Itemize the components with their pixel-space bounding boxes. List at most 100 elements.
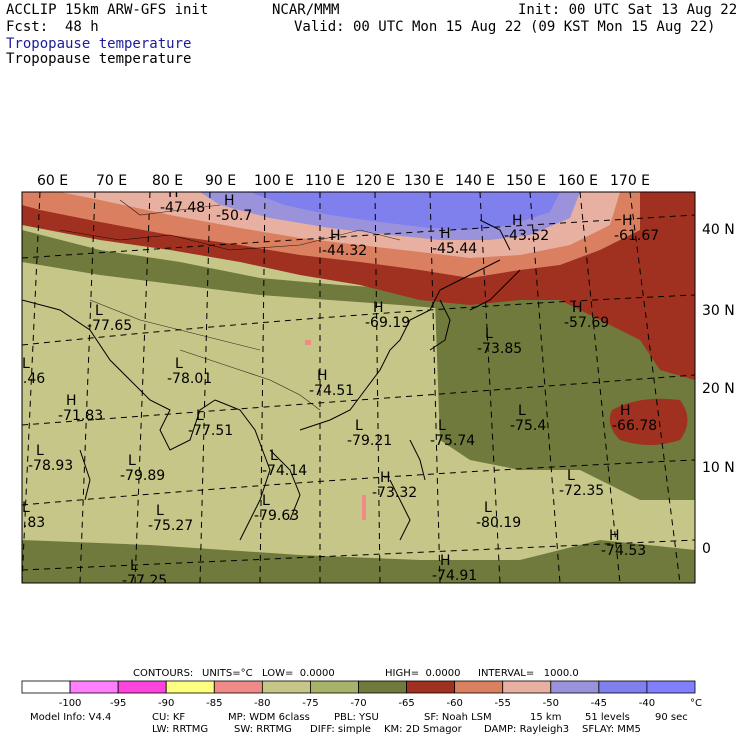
colorbar-swatch xyxy=(21,680,71,694)
extremum-value: -47.48 xyxy=(160,200,205,216)
borders xyxy=(59,199,401,411)
colorbar-swatch xyxy=(598,680,648,694)
colorbar-tick-label: -40 xyxy=(639,698,655,709)
colorbar-swatch xyxy=(550,680,600,694)
colorbar-swatch xyxy=(406,680,456,694)
extremum-value: -66.78 xyxy=(612,418,657,434)
colorbar-swatch xyxy=(358,680,407,694)
extremum-value: -45.44 xyxy=(432,241,477,257)
extremum-value: -75.4 xyxy=(510,418,546,434)
extremum-value: -44.32 xyxy=(322,243,367,259)
colorbar-tick-label: -85 xyxy=(206,698,222,709)
extremum-marker: L xyxy=(262,493,270,509)
colorbar-swatch xyxy=(261,680,311,694)
longitude-label: 100 E xyxy=(254,173,294,189)
extremum-marker: L xyxy=(130,558,138,574)
extremum-marker: L xyxy=(196,408,204,424)
extremum-value: -61.67 xyxy=(614,228,659,244)
extremum-marker: L xyxy=(518,403,526,419)
diff-scheme: DIFF: simple xyxy=(310,724,371,735)
longitude-label: 110 E xyxy=(305,173,345,189)
colorbar-tick-label: -45 xyxy=(591,698,607,709)
colorbar-tick-label: -50 xyxy=(543,698,559,709)
longitude-label: 150 E xyxy=(506,173,546,189)
colorbar-tick-label: -75 xyxy=(302,698,318,709)
field-pink-spot xyxy=(362,495,366,520)
extremum-marker: H xyxy=(440,226,451,242)
extremum-value: -77.51 xyxy=(188,423,233,439)
forecast-hour: Fcst: 48 h xyxy=(6,19,99,35)
damp-scheme: DAMP: Rayleigh3 xyxy=(484,724,570,735)
colorbar-swatch xyxy=(646,680,696,694)
extremum-marker: L xyxy=(36,443,44,459)
longitude-label: 120 E xyxy=(355,173,395,189)
extremum-value: -73.32 xyxy=(372,485,417,501)
lw-scheme: LW: RRTMG xyxy=(152,724,209,735)
colorbar-tick-label: -100 xyxy=(59,698,82,709)
extremum-marker: L xyxy=(156,503,164,519)
extremum-marker: L xyxy=(95,303,103,319)
field-title-blue: Tropopause temperature xyxy=(6,36,192,52)
extremum-value: -71.83 xyxy=(58,408,103,424)
longitude-label: 60 E xyxy=(37,173,68,189)
extremum-value: -77.25 xyxy=(122,573,167,589)
latitude-label: 30 N xyxy=(702,303,735,319)
extremum-value: -78.93 xyxy=(28,458,73,474)
colorbar-tick-label: -65 xyxy=(398,698,414,709)
extremum-marker: H xyxy=(512,213,523,229)
field-darkred-spot xyxy=(609,398,688,445)
center-label: NCAR/MMM xyxy=(272,2,340,18)
longitude-label: 140 E xyxy=(455,173,495,189)
timestep: 90 sec xyxy=(655,712,688,723)
extremum-value: -57.69 xyxy=(564,315,609,331)
extremum-value: -77.65 xyxy=(87,318,132,334)
extremum-marker: L xyxy=(484,500,492,516)
latitude-label: 40 N xyxy=(702,222,735,238)
extremum-value: -75.27 xyxy=(148,518,193,534)
colorbar-tick-label: -90 xyxy=(158,698,174,709)
extrema-labels: H-47.48 H-50.7H-44.32H-45.44H-43.52H-61.6… xyxy=(22,185,659,589)
levels: 51 levels xyxy=(585,712,630,723)
extremum-marker: L xyxy=(270,448,278,464)
map-fields: H-47.48 H-50.7H-44.32H-45.44H-43.52H-61.6… xyxy=(22,185,695,589)
extremum-marker: H xyxy=(440,553,451,569)
extremum-value: -74.53 xyxy=(601,543,646,559)
valid-time: Valid: 00 UTC Mon 15 Aug 22 (09 KST Mon … xyxy=(294,19,716,35)
extremum-marker: H xyxy=(330,228,341,244)
colorbar-tick-label: -60 xyxy=(446,698,462,709)
sf-scheme: SF: Noah LSM xyxy=(424,712,492,723)
extremum-value: -78.01 xyxy=(167,371,212,387)
colorbar-ticks: -100 -95 -90 -85 -80 -75 -70 -65 -60 -55 -50 -45 -40 xyxy=(59,698,655,709)
extremum-marker: L xyxy=(567,468,575,484)
contours-label: CONTOURS: xyxy=(133,668,194,679)
coastlines xyxy=(22,219,521,541)
extremum-marker: L xyxy=(175,356,183,372)
latitude-labels: 40 N 30 N 20 N 10 N 0 xyxy=(702,222,735,557)
longitude-label: 90 E xyxy=(205,173,236,189)
latitude-label: 10 N xyxy=(702,460,735,476)
longitude-label: 70 E xyxy=(96,173,127,189)
longitude-labels: 60 E 70 E 80 E 90 E 100 E 110 E 120 E 130 E 140 … xyxy=(37,173,650,189)
field-olive-south xyxy=(22,540,695,583)
extremum-marker: H xyxy=(373,300,384,316)
colorbar-swatch xyxy=(502,680,552,694)
extremum-value: -50.7 xyxy=(216,208,252,224)
colorbar-swatch xyxy=(213,680,263,694)
extremum-value: -75.74 xyxy=(430,433,475,449)
mp-scheme: MP: WDM 6class xyxy=(228,712,310,723)
extremum-marker: H xyxy=(168,185,179,201)
contours-interval: INTERVAL= 1000.0 xyxy=(478,668,579,679)
colorbar-tick-label: -55 xyxy=(495,698,511,709)
pbl-scheme: PBL: YSU xyxy=(334,712,379,723)
resolution: 15 km xyxy=(530,712,562,723)
longitude-label: 130 E xyxy=(404,173,444,189)
extremum-value: -74.51 xyxy=(309,383,354,399)
model-info: Model Info: V4.4 xyxy=(30,712,112,723)
extremum-marker: H xyxy=(609,528,620,544)
field-blue-core xyxy=(250,192,560,230)
extremum-marker: L xyxy=(438,418,446,434)
longitude-label: 170 E xyxy=(610,173,650,189)
model-title: ACCLIP 15km ARW-GFS init xyxy=(6,2,209,18)
colorbar-unit: °C xyxy=(690,698,702,709)
